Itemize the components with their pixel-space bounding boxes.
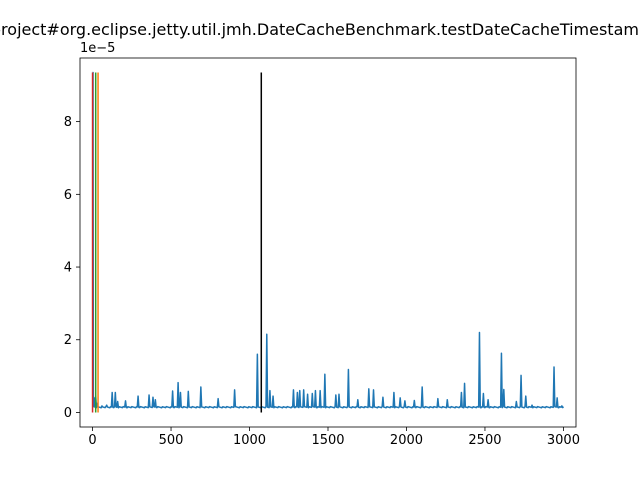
x-tick-label: 1000 (233, 433, 266, 448)
x-tick-label: 500 (159, 433, 184, 448)
y-tick-label: 2 (64, 333, 72, 348)
y-tick-label: 0 (64, 406, 72, 421)
y-tick-label: 8 (64, 115, 72, 130)
y-tick-label: 4 (64, 261, 72, 276)
x-tick-label: 3000 (547, 433, 580, 448)
series-line-0 (92, 71, 565, 409)
x-tick-label: 2500 (468, 433, 501, 448)
chart-title: project#org.eclipse.jetty.util.jmh.DateC… (0, 20, 640, 39)
x-tick-label: 1500 (311, 433, 344, 448)
y-tick-label: 6 (64, 188, 72, 203)
plot-area: 0 500 1000 1500 2000 2500 3000 0 2 4 6 8 (64, 57, 580, 448)
x-tick-label: 0 (88, 433, 96, 448)
x-tick-label: 2000 (390, 433, 423, 448)
y-axis-offset-label: 1e−5 (80, 41, 115, 56)
